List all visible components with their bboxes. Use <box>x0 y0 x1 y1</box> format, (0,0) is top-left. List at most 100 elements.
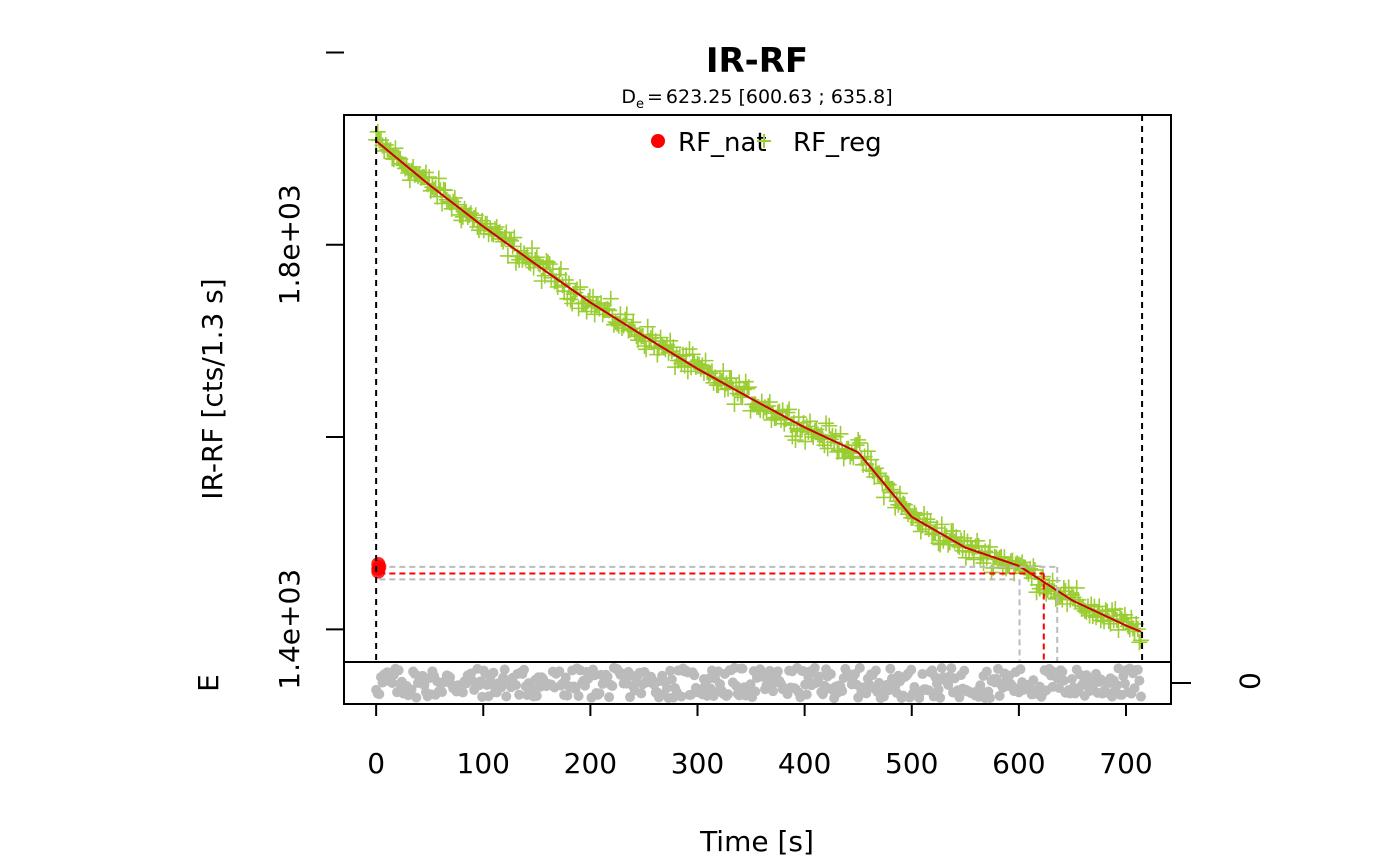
rf-reg-point <box>781 401 798 418</box>
residual-point <box>943 680 954 691</box>
de-value: 623.25 [600.63 ; 635.8] <box>666 86 893 108</box>
rf-reg-point <box>887 499 904 516</box>
rf-reg-point <box>437 182 454 199</box>
residual-point <box>510 680 521 691</box>
residual-point <box>573 691 584 702</box>
x-tick-label: 500 <box>885 747 938 780</box>
rf-reg-point <box>842 448 859 465</box>
residual-point <box>387 677 398 688</box>
chart-title: IR-RF <box>706 41 808 81</box>
residual-point <box>1134 675 1145 686</box>
rf-reg-point <box>1133 632 1150 649</box>
residual-point <box>731 680 742 691</box>
residual-point <box>1015 664 1026 675</box>
residual-point <box>723 689 734 700</box>
rf-reg-point <box>662 332 679 349</box>
residual-point <box>994 690 1005 701</box>
rf-reg-point <box>552 260 569 277</box>
rf-reg-point <box>1131 634 1148 651</box>
rf-reg-point <box>625 314 642 331</box>
residual-point <box>1136 691 1147 702</box>
rf-reg-point <box>850 431 867 448</box>
residual-axis-label: E <box>192 674 225 692</box>
rf-reg-point <box>602 290 619 307</box>
residual-point <box>1057 666 1068 677</box>
residual-point <box>514 689 525 700</box>
residual-point <box>518 664 529 675</box>
rf-reg-point <box>740 379 757 396</box>
rf-reg-point <box>726 396 743 413</box>
residual-point <box>801 689 812 700</box>
residual-point <box>814 671 825 682</box>
residual-point <box>936 663 947 674</box>
rf-reg-point <box>667 359 684 376</box>
rf-reg-point <box>369 123 386 140</box>
residual-point <box>737 663 748 674</box>
rf-reg-point <box>787 432 804 449</box>
rf-reg-point <box>524 240 541 257</box>
residual-point <box>870 665 881 676</box>
y-tick-label: 1.8e+03 <box>273 184 306 305</box>
rf-reg-point <box>684 346 701 363</box>
rf-reg-point <box>665 339 682 356</box>
x-tick-label: 600 <box>992 747 1045 780</box>
residual-point <box>825 669 836 680</box>
rf-reg-point <box>819 440 836 457</box>
rf-reg-point <box>996 549 1013 566</box>
rf-reg-point <box>387 140 404 157</box>
residual-point <box>607 680 618 691</box>
residual-point <box>885 663 896 674</box>
residual-point <box>594 688 605 699</box>
residual-point <box>496 682 507 693</box>
rf-reg-point <box>797 433 814 450</box>
residual-point <box>666 674 677 685</box>
y-axis-label: IR-RF [cts/1.3 s] <box>196 278 229 499</box>
residual-point <box>1129 683 1140 694</box>
rf-reg-point <box>498 224 515 241</box>
residual-point <box>562 690 573 701</box>
residual-point <box>393 665 404 676</box>
residual-point <box>768 686 779 697</box>
residual-point <box>689 670 700 681</box>
residual-point <box>676 691 687 702</box>
rf-reg-point <box>585 288 602 305</box>
residual-tick-label: 0 <box>1233 672 1266 690</box>
rf-reg-point <box>859 443 876 460</box>
rf-reg-point <box>421 169 438 186</box>
fit-curve <box>375 140 1142 633</box>
residual-point <box>374 689 385 700</box>
rf-reg-point <box>1059 595 1076 612</box>
legend-label-rf-nat: RF_nat <box>678 128 767 158</box>
residual-point <box>935 692 946 703</box>
rf-reg-point <box>572 279 589 296</box>
rf-reg-point <box>671 348 688 365</box>
residual-point <box>499 664 510 675</box>
rf-reg-point <box>1091 598 1108 615</box>
legend-marker-rf-reg <box>757 134 771 148</box>
residual-point <box>488 667 499 678</box>
rf-reg-point <box>430 170 447 187</box>
rf-reg-point <box>1068 579 1085 596</box>
residual-point <box>665 665 676 676</box>
x-tick-label: 200 <box>564 747 617 780</box>
x-tick-label: 700 <box>1099 747 1152 780</box>
main-plot-area <box>368 115 1150 662</box>
rf-reg-point <box>835 450 852 467</box>
residual-point <box>750 686 761 697</box>
rf-reg-point <box>821 417 838 434</box>
residual-point <box>406 684 417 695</box>
rf-reg-point <box>679 363 696 380</box>
legend: RF_nat RF_reg <box>651 128 882 158</box>
residual-point <box>933 684 944 695</box>
rf-reg-point <box>832 425 849 442</box>
rf-reg-point <box>506 229 523 246</box>
residual-point <box>636 688 647 699</box>
rf-reg-point <box>723 369 740 386</box>
de-equals: = <box>647 86 663 108</box>
residual-point <box>560 672 571 683</box>
residual-point <box>1066 674 1077 685</box>
y-tick-label: 1.4e+03 <box>273 569 306 690</box>
x-tick-label: 100 <box>457 747 510 780</box>
rf-reg-point <box>933 516 950 533</box>
rf-reg-point <box>956 530 973 547</box>
